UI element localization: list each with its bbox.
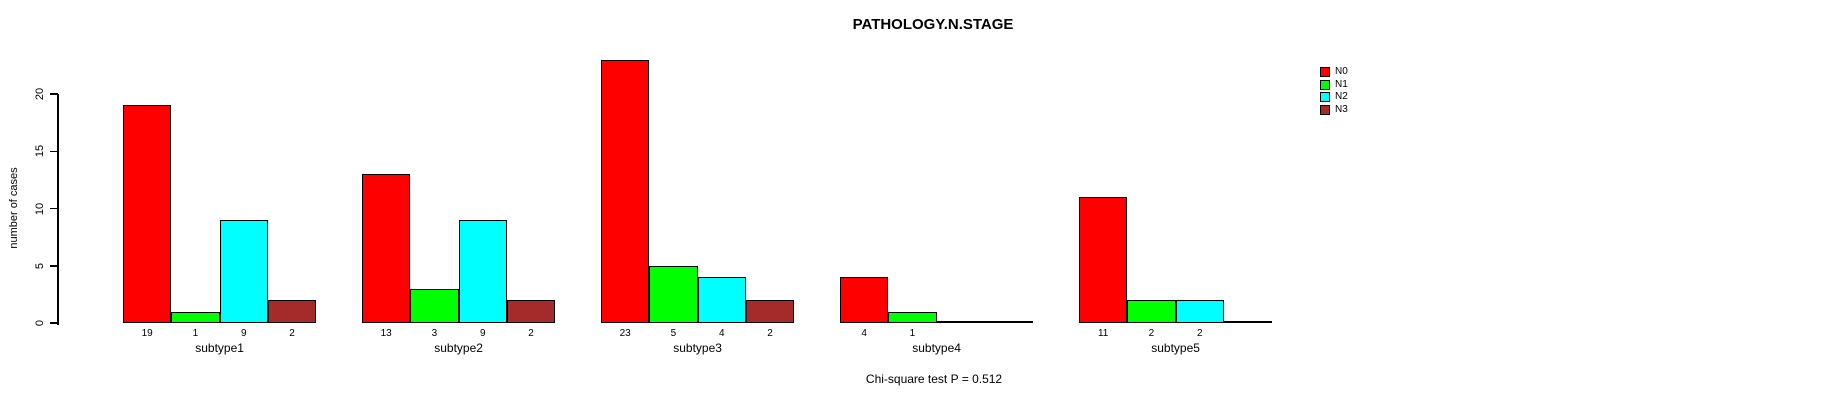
legend-label-N2: N2 (1335, 91, 1348, 103)
legend-swatch-N3 (1320, 104, 1330, 115)
bar-subtype4-N0 (840, 277, 889, 323)
legend-swatch-N2 (1320, 92, 1330, 103)
legend-label-N3: N3 (1335, 103, 1348, 115)
legend-item-N0: N0 (1320, 66, 1348, 79)
y-tick-label: 20 (34, 87, 46, 101)
bar-subtype3-N1 (649, 265, 698, 323)
bar-value-subtype3-N0: 23 (619, 328, 631, 339)
bar-subtype3-N3 (745, 300, 795, 323)
bar-subtype2-N3 (506, 300, 556, 323)
legend-swatch-N1 (1320, 79, 1330, 90)
bar-subtype4-N3 (984, 321, 1034, 323)
bar-subtype1-N3 (267, 300, 317, 323)
bar-subtype2-N0 (362, 174, 411, 323)
legend: N0 N1 N2 N3 (1320, 66, 1348, 116)
legend-item-N1: N1 (1320, 79, 1348, 92)
legend-label-N1: N1 (1335, 78, 1348, 90)
x-label-subtype3: subtype3 (673, 341, 722, 355)
bar-subtype4-N2 (936, 321, 985, 323)
legend-label-N0: N0 (1335, 66, 1348, 78)
bar-value-subtype3-N3: 2 (767, 328, 773, 339)
y-tick (50, 207, 58, 210)
y-tick-label: 5 (34, 262, 46, 269)
y-axis-title: number of cases (8, 167, 20, 249)
bar-value-subtype4-N0: 4 (861, 328, 867, 339)
y-tick-label: 0 (34, 319, 46, 327)
bar-value-subtype4-N1: 1 (909, 328, 916, 339)
bar-value-subtype2-N3: 2 (528, 328, 534, 339)
y-tick (50, 150, 58, 152)
bar-value-subtype2-N0: 13 (380, 328, 392, 339)
legend-item-N3: N3 (1320, 104, 1348, 117)
bar-subtype5-N1 (1127, 300, 1176, 323)
y-axis-line (57, 94, 59, 325)
chart-title: PATHOLOGY.N.STAGE (852, 16, 1014, 33)
bar-subtype5-N0 (1079, 197, 1128, 323)
bar-value-subtype1-N1: 1 (192, 328, 199, 339)
bar-value-subtype1-N2: 9 (240, 328, 247, 339)
legend-swatch-N0 (1320, 67, 1330, 78)
bar-value-subtype2-N2: 9 (479, 328, 486, 339)
x-label-subtype4: subtype4 (912, 341, 961, 355)
bar-value-subtype1-N0: 19 (141, 328, 153, 339)
bar-value-subtype1-N3: 2 (289, 328, 295, 339)
y-tick (50, 265, 58, 267)
x-label-subtype1: subtype1 (195, 341, 244, 355)
bar-subtype5-N3 (1223, 321, 1273, 323)
bar-value-subtype3-N2: 4 (718, 328, 725, 339)
bar-subtype2-N2 (458, 219, 507, 323)
y-tick (50, 322, 58, 324)
x-label-subtype2: subtype2 (434, 341, 483, 355)
bar-subtype3-N0 (601, 59, 650, 323)
bar-subtype1-N0 (123, 105, 172, 323)
bar-subtype5-N2 (1175, 300, 1224, 323)
bar-subtype4-N1 (888, 311, 937, 323)
bar-value-subtype3-N1: 5 (670, 328, 677, 339)
bar-value-subtype2-N1: 3 (431, 328, 438, 339)
bar-subtype3-N2 (697, 277, 746, 323)
chi-square-annotation: Chi-square test P = 0.512 (865, 372, 1003, 386)
bar-subtype2-N1 (410, 288, 459, 323)
y-tick (50, 93, 58, 95)
bar-value-subtype5-N1: 2 (1148, 328, 1155, 339)
x-label-subtype5: subtype5 (1151, 341, 1200, 355)
bar-value-subtype5-N0: 11 (1097, 328, 1109, 339)
bar-subtype1-N1 (171, 311, 220, 323)
legend-item-N2: N2 (1320, 91, 1348, 104)
bar-value-subtype5-N2: 2 (1196, 328, 1203, 339)
bar-subtype1-N2 (219, 219, 268, 323)
y-tick-label: 15 (34, 145, 46, 158)
y-tick-label: 10 (34, 202, 46, 215)
